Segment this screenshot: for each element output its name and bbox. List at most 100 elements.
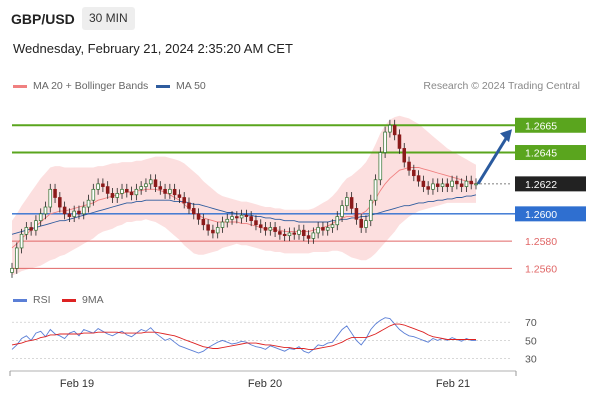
candle-body: [335, 216, 340, 226]
ma50-line: [11, 194, 477, 235]
candle-body: [101, 183, 105, 187]
candle-body: [153, 179, 158, 187]
candle-body: [120, 188, 124, 194]
candle-body: [340, 205, 344, 217]
candle-body: [168, 188, 172, 194]
candle-body: [392, 124, 397, 136]
candle-body: [139, 186, 143, 190]
candle-body: [306, 235, 311, 239]
bollinger-band-layer: [12, 115, 476, 276]
candle-body: [407, 161, 411, 171]
candle-body: [268, 227, 273, 231]
candle-body: [450, 180, 454, 187]
x-tick-label: Feb 20: [248, 378, 282, 390]
candle-body: [258, 224, 263, 228]
candle-body: [373, 179, 378, 201]
candle-body: [58, 197, 62, 208]
candle-body: [263, 227, 268, 231]
candle-body: [297, 229, 301, 235]
candle-body: [192, 208, 196, 215]
candle-body: [249, 216, 253, 222]
candle-body: [459, 183, 464, 187]
candle-body: [316, 227, 320, 234]
projection-arrow-shaft: [476, 134, 510, 185]
candle-body: [105, 186, 110, 194]
candle-body: [144, 183, 148, 187]
ma20-label: MA 20 + Bollinger Bands: [33, 80, 149, 92]
candle-body: [220, 221, 225, 228]
candle-body: [158, 186, 163, 190]
candle-body: [15, 247, 19, 269]
candle-body: [302, 229, 306, 237]
resistance-2-label-bg: [515, 117, 586, 133]
candle-body: [368, 199, 373, 222]
pivot-label: 1.2600: [525, 209, 557, 221]
candle-body: [445, 183, 450, 187]
current-price-label-bg: [515, 176, 586, 192]
pivot-label-bg: [515, 206, 586, 222]
x-axis: Feb 19 Feb 20 Feb 21: [9, 370, 517, 390]
candle-body: [388, 124, 392, 133]
current-price-label: 1.2622: [525, 179, 557, 191]
candle-body: [53, 188, 57, 198]
ma9-swatch: [62, 298, 76, 302]
candle-body: [148, 179, 153, 185]
candle-body: [201, 218, 206, 226]
candle-body: [206, 224, 210, 231]
ma9-label: 9MA: [82, 294, 104, 306]
candle-body: [254, 220, 258, 226]
rsi-level-label-50: 50: [525, 335, 537, 347]
candle-body: [378, 152, 383, 181]
support-1-label: 1.2580: [525, 236, 557, 248]
support-2-label: 1.2560: [525, 263, 557, 275]
symbol-label: GBP/USD: [11, 11, 75, 27]
candles-layer: [10, 119, 512, 278]
candle-body: [345, 197, 349, 207]
rsi-ma9-line: [11, 323, 476, 350]
candle-body: [244, 214, 249, 217]
bollinger-band-fill: [12, 115, 476, 276]
candle-body: [235, 216, 239, 219]
projection-arrow-head: [500, 129, 512, 143]
candle-body: [359, 218, 363, 228]
candle-body: [464, 180, 469, 187]
rsi-level-label-70: 70: [525, 317, 537, 329]
candle-body: [325, 227, 330, 231]
rsi-level-label-30: 30: [525, 353, 537, 365]
candle-body: [91, 188, 96, 201]
candle-body: [330, 224, 335, 228]
candle-body: [38, 213, 43, 222]
candle-body: [364, 220, 368, 228]
candle-body: [48, 188, 53, 208]
datetime-label: Wednesday, February 21, 2024 2:35:20 AM …: [13, 41, 293, 56]
candle-body: [412, 169, 416, 177]
candle-body: [421, 180, 426, 187]
candle-body: [134, 188, 139, 196]
candle-body: [86, 199, 91, 208]
candle-body: [455, 180, 459, 185]
candle-body: [187, 202, 191, 209]
candle-body: [230, 216, 234, 220]
candle-body: [177, 194, 182, 198]
candle-body: [402, 148, 407, 163]
chart-header: GBP/USD 30 MIN: [0, 0, 590, 36]
candle-body: [24, 227, 29, 235]
candle-body: [81, 206, 86, 215]
candle-body: [29, 227, 33, 231]
candle-body: [62, 206, 67, 215]
candle-body: [397, 134, 402, 149]
candle-body: [287, 232, 292, 237]
x-tick-label: Feb 19: [60, 378, 94, 390]
candle-body: [474, 183, 478, 186]
candle-body: [43, 206, 48, 215]
resistance-2-label: 1.2665: [525, 120, 557, 132]
candle-body: [426, 186, 430, 190]
candle-body: [110, 193, 115, 198]
candle-body: [282, 233, 287, 237]
candle-body: [115, 193, 120, 198]
candle-body: [34, 220, 38, 231]
candle-body: [321, 227, 325, 231]
timeframe-badge[interactable]: 30 MIN: [82, 7, 135, 30]
candle-body: [469, 180, 473, 185]
